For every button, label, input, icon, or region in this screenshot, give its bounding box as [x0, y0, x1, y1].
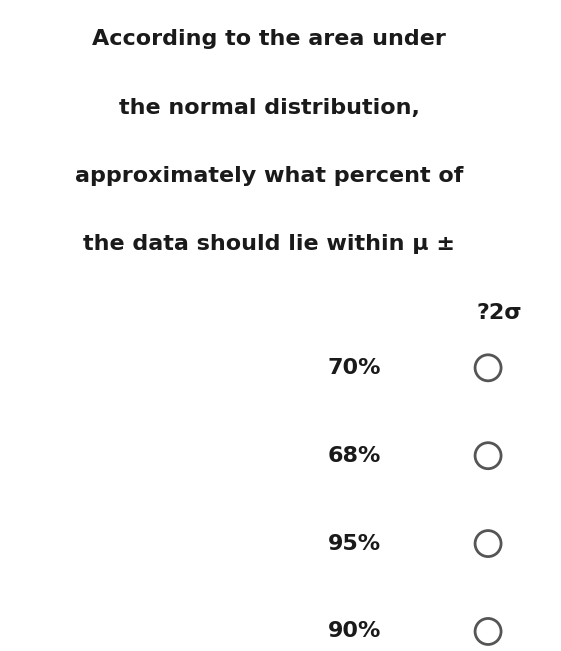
Text: the data should lie within μ ±: the data should lie within μ ±: [83, 234, 456, 255]
Text: 95%: 95%: [328, 534, 381, 553]
Text: 90%: 90%: [328, 622, 381, 641]
Text: ?2σ: ?2σ: [476, 303, 522, 323]
Text: the normal distribution,: the normal distribution,: [119, 98, 420, 118]
Text: approximately what percent of: approximately what percent of: [75, 166, 463, 186]
Text: 68%: 68%: [328, 446, 381, 465]
Text: 70%: 70%: [328, 358, 381, 378]
Text: According to the area under: According to the area under: [93, 29, 446, 49]
